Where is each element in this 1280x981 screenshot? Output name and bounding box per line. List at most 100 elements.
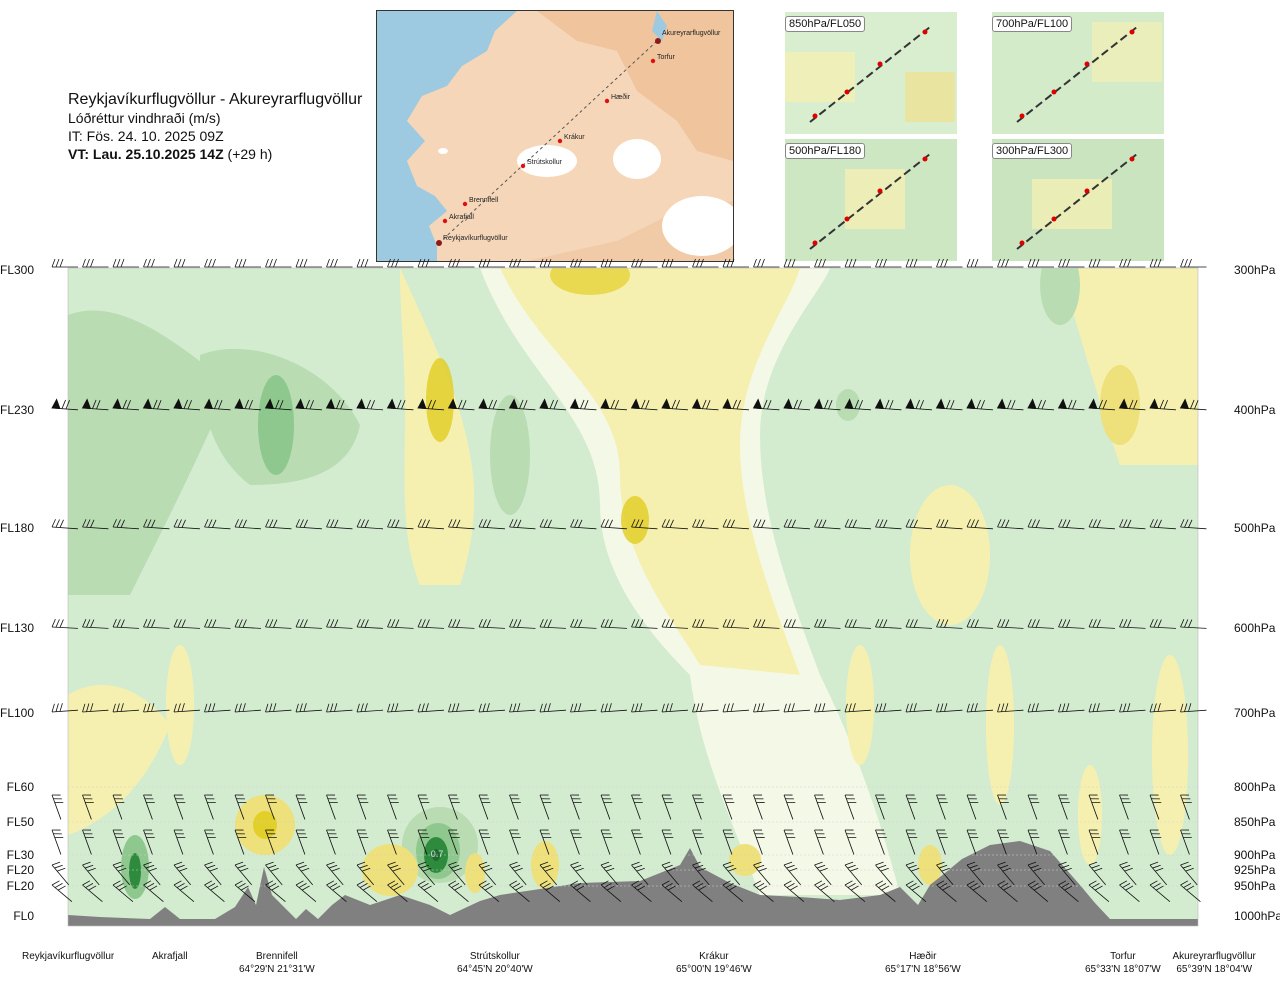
wind-barb [1058, 258, 1085, 268]
wind-barb [935, 398, 963, 411]
parameter-title: Lóðréttur vindhraði (m/s) [68, 110, 221, 126]
wind-barb [631, 861, 649, 886]
wind-barb [51, 258, 78, 268]
wind-barb [722, 861, 741, 886]
wind-barb [631, 519, 658, 530]
wind-barb [600, 258, 627, 268]
wind-barb [142, 398, 170, 411]
wind-barb [813, 398, 841, 411]
wind-barb [82, 880, 103, 903]
wind-barb [478, 519, 505, 530]
wind-barb [570, 703, 597, 713]
thumbnail-850[interactable]: 850hPa/FL050 [785, 12, 957, 134]
wind-barb [356, 861, 375, 886]
wind-barb [570, 829, 582, 855]
wind-barb [51, 880, 73, 903]
wind-barb [570, 619, 597, 629]
location-name: Torfur [1110, 951, 1136, 962]
wind-barb [417, 861, 436, 886]
wind-barb [478, 861, 497, 886]
wind-barb [265, 861, 283, 886]
wind-barb [692, 829, 704, 855]
wind-barb [143, 519, 170, 530]
wind-barb [783, 703, 810, 713]
wind-barb [326, 703, 353, 713]
wind-barb [356, 398, 383, 411]
wind-barb [509, 880, 530, 903]
wind-barb [814, 519, 841, 530]
wind-barb [325, 398, 353, 411]
wind-barb [478, 703, 505, 713]
wind-barb [234, 880, 256, 903]
wind-barb [143, 258, 170, 268]
wind-barb [509, 794, 521, 820]
thumbnail-700[interactable]: 700hPa/FL100 [992, 12, 1164, 134]
wind-barb [387, 829, 399, 855]
wind-barb [204, 519, 231, 530]
wind-barb [448, 619, 475, 629]
thumbnail-850-map [785, 12, 957, 134]
wind-barb [112, 619, 139, 629]
wind-barb [295, 861, 314, 886]
wind-barb [539, 794, 552, 820]
wind-barb [722, 703, 749, 713]
location-label: Akrafjall [152, 950, 188, 963]
wind-barb [143, 619, 170, 629]
wind-barb [143, 880, 164, 903]
wind-barb [417, 829, 430, 855]
wind-barb [1119, 880, 1140, 903]
thumbnail-500[interactable]: 500hPa/FL180 [785, 139, 957, 261]
wind-barb [905, 398, 932, 411]
wind-barb [1149, 794, 1162, 820]
wind-barb [265, 880, 286, 903]
wind-barb [387, 619, 414, 629]
glacier-shape [662, 196, 733, 256]
wind-barb [936, 258, 963, 268]
wind-barb [112, 794, 125, 820]
wind-barb [600, 794, 613, 820]
wind-barb [1119, 519, 1146, 530]
wind-barb [997, 794, 1009, 820]
wind-barb [753, 703, 780, 713]
map-waypoint-label: Torfur [657, 54, 676, 61]
wind-barbs [51, 258, 1207, 903]
wind-barb [1088, 861, 1107, 886]
pressure-level-label: 850hPa [1234, 815, 1276, 829]
wind-barb [1119, 619, 1146, 629]
wind-barb [783, 829, 796, 855]
wind-barb [752, 398, 780, 411]
map-waypoint-marker [650, 58, 656, 64]
wind-barb [326, 829, 338, 855]
wind-barb [417, 880, 439, 903]
pressure-level-label: 900hPa [1234, 848, 1276, 862]
wind-barb [509, 703, 536, 713]
wind-barb [51, 519, 78, 530]
wind-barb [966, 398, 993, 411]
location-coordinates: 64°45'N 20°40'W [457, 964, 533, 975]
thumbnail-700-map [992, 12, 1164, 134]
wind-barb [356, 619, 383, 629]
wind-barb [1088, 619, 1115, 629]
wind-barb [936, 519, 963, 530]
wind-barb [173, 519, 200, 530]
wind-barb [1027, 794, 1040, 820]
wind-barb [844, 619, 871, 629]
vertical-wind-field: 0.7 [68, 268, 1198, 926]
wind-barb [844, 519, 871, 530]
wind-barb [1027, 619, 1054, 629]
wind-barb [204, 703, 231, 713]
thumbnail-300[interactable]: 300hPa/FL300 [992, 139, 1164, 261]
wind-barb [265, 258, 292, 268]
wind-barb [1088, 829, 1101, 855]
wind-barb [661, 880, 683, 903]
wind-barb [387, 880, 408, 903]
map-waypoint-marker [462, 201, 468, 207]
pressure-level-label: 950hPa [1234, 879, 1276, 893]
wind-barb [1180, 829, 1192, 855]
map-waypoint-marker [442, 218, 448, 224]
wind-barb [966, 861, 985, 886]
location-label: Torfur 65°33'N 18°07'W [1085, 950, 1161, 976]
wind-barb [1088, 794, 1101, 820]
wind-barb [265, 794, 277, 820]
map-waypoint-marker [557, 138, 563, 144]
